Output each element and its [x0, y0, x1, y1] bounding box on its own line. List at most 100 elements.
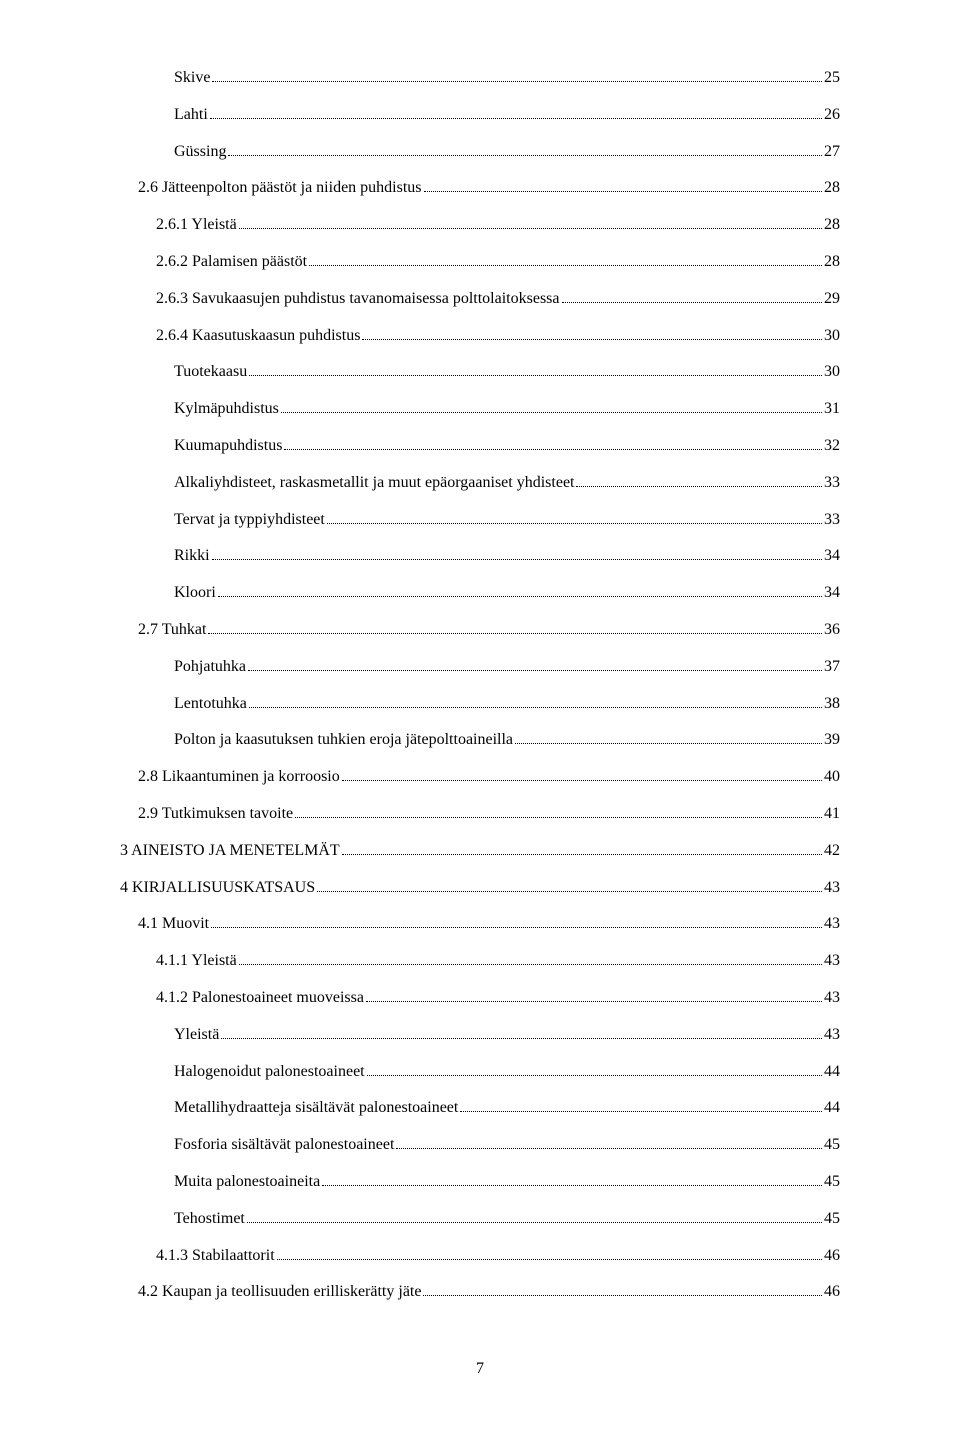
- toc-entry-page: 41: [824, 796, 840, 833]
- toc-dot-leader: [284, 449, 822, 450]
- toc-entry: Tervat ja typpiyhdisteet33: [120, 502, 840, 539]
- toc-entry-page: 30: [824, 318, 840, 355]
- toc-dot-leader: [218, 596, 822, 597]
- toc-entry: Lahti26: [120, 97, 840, 134]
- toc-entry-label: Kloori: [174, 575, 216, 612]
- toc-entry: 2.7 Tuhkat36: [120, 612, 840, 649]
- toc-entry-page: 27: [824, 134, 840, 171]
- toc-entry: Kylmäpuhdistus 31: [120, 391, 840, 428]
- toc-entry-page: 32: [824, 428, 840, 465]
- toc-entry-page: 40: [824, 759, 840, 796]
- toc-entry-page: 34: [824, 538, 840, 575]
- toc-entry-label: Muita palonestoaineita: [174, 1164, 320, 1201]
- toc-entry-page: 29: [824, 281, 840, 318]
- toc-dot-leader: [281, 412, 822, 413]
- toc-entry-page: 28: [824, 207, 840, 244]
- toc-entry-label: 4.1 Muovit: [138, 906, 209, 943]
- toc-dot-leader: [317, 891, 822, 892]
- toc-entry: 2.6 Jätteenpolton päästöt ja niiden puhd…: [120, 170, 840, 207]
- toc-dot-leader: [309, 265, 822, 266]
- toc-entry-page: 43: [824, 943, 840, 980]
- page-number: 7: [120, 1351, 840, 1388]
- toc-entry-label: 4.1.3 Stabilaattorit: [156, 1238, 275, 1275]
- toc-entry-page: 31: [824, 391, 840, 428]
- toc-page: Skive25Lahti26Güssing272.6 Jätteenpolton…: [0, 0, 960, 1428]
- toc-dot-leader: [366, 1001, 822, 1002]
- toc-entry-label: Alkaliyhdisteet, raskasmetallit ja muut …: [174, 465, 574, 502]
- toc-entry-label: Pohjatuhka: [174, 649, 246, 686]
- toc-entry-page: 39: [824, 722, 840, 759]
- toc-entry-label: Lentotuhka: [174, 686, 247, 723]
- toc-dot-leader: [342, 854, 822, 855]
- toc-dot-leader: [576, 486, 822, 487]
- toc-dot-leader: [277, 1259, 822, 1260]
- toc-dot-leader: [249, 707, 822, 708]
- toc-entry-label: 2.6.1 Yleistä: [156, 207, 237, 244]
- toc-dot-leader: [221, 1038, 822, 1039]
- toc-entry-page: 45: [824, 1127, 840, 1164]
- toc-dot-leader: [239, 228, 822, 229]
- toc-entry-page: 46: [824, 1238, 840, 1275]
- toc-entry-label: 4.2 Kaupan ja teollisuuden erilliskerätt…: [138, 1274, 421, 1311]
- toc-entry-page: 33: [824, 465, 840, 502]
- toc-entry-label: 2.9 Tutkimuksen tavoite: [138, 796, 293, 833]
- toc-entry-page: 43: [824, 980, 840, 1017]
- toc-entry-label: 2.6.3 Savukaasujen puhdistus tavanomaise…: [156, 281, 560, 318]
- toc-entry-label: Yleistä: [174, 1017, 219, 1054]
- toc-entry-page: 45: [824, 1201, 840, 1238]
- toc-entry: 4.1.3 Stabilaattorit 46: [120, 1238, 840, 1275]
- toc-entry-page: 30: [824, 354, 840, 391]
- toc-entry: Skive 25: [120, 60, 840, 97]
- toc-entry-page: 25: [824, 60, 840, 97]
- toc-entry-label: Kylmäpuhdistus: [174, 391, 279, 428]
- toc-entry: Kloori34: [120, 575, 840, 612]
- toc-entry-label: Metallihydraatteja sisältävät palonestoa…: [174, 1090, 458, 1127]
- toc-entry-page: 44: [824, 1054, 840, 1091]
- toc-dot-leader: [212, 559, 822, 560]
- toc-entry-page: 28: [824, 244, 840, 281]
- toc-entry: 3 AINEISTO JA MENETELMÄT42: [120, 833, 840, 870]
- toc-entry: Alkaliyhdisteet, raskasmetallit ja muut …: [120, 465, 840, 502]
- toc-entry-page: 43: [824, 1017, 840, 1054]
- toc-entry: Muita palonestoaineita 45: [120, 1164, 840, 1201]
- toc-entry-page: 44: [824, 1090, 840, 1127]
- toc-entry-label: Fosforia sisältävät palonestoaineet: [174, 1127, 394, 1164]
- toc-dot-leader: [248, 670, 822, 671]
- toc-entry: Rikki34: [120, 538, 840, 575]
- toc-entry-label: 2.7 Tuhkat: [138, 612, 206, 649]
- toc-entry: Kuumapuhdistus 32: [120, 428, 840, 465]
- toc-entry: Yleistä 43: [120, 1017, 840, 1054]
- toc-entry-page: 46: [824, 1274, 840, 1311]
- toc-entry-label: Polton ja kaasutuksen tuhkien eroja jäte…: [174, 722, 513, 759]
- toc-entry: 2.6.2 Palamisen päästöt 28: [120, 244, 840, 281]
- toc-entry: Tehostimet45: [120, 1201, 840, 1238]
- toc-dot-leader: [424, 191, 822, 192]
- toc-entry-label: 4 KIRJALLISUUSKATSAUS: [120, 870, 315, 907]
- toc-entry: Tuotekaasu30: [120, 354, 840, 391]
- toc-entry-label: 2.8 Likaantuminen ja korroosio: [138, 759, 340, 796]
- toc-entry: 2.9 Tutkimuksen tavoite 41: [120, 796, 840, 833]
- toc-dot-leader: [367, 1075, 822, 1076]
- toc-entry-label: 2.6.2 Palamisen päästöt: [156, 244, 307, 281]
- toc-entry-label: Kuumapuhdistus: [174, 428, 282, 465]
- toc-entry-label: 4.1.2 Palonestoaineet muoveissa: [156, 980, 364, 1017]
- toc-entry-label: 4.1.1 Yleistä: [156, 943, 237, 980]
- toc-entry-label: 3 AINEISTO JA MENETELMÄT: [120, 833, 340, 870]
- toc-entry-page: 38: [824, 686, 840, 723]
- toc-entry-label: Tervat ja typpiyhdisteet: [174, 502, 325, 539]
- toc-entry: 4.2 Kaupan ja teollisuuden erilliskerätt…: [120, 1274, 840, 1311]
- toc-dot-leader: [515, 743, 822, 744]
- toc-entry-label: Skive: [174, 60, 210, 97]
- toc-dot-leader: [423, 1295, 822, 1296]
- toc-dot-leader: [460, 1111, 822, 1112]
- toc-dot-leader: [342, 780, 822, 781]
- toc-dot-leader: [212, 81, 822, 82]
- toc-entry: 4.1.2 Palonestoaineet muoveissa 43: [120, 980, 840, 1017]
- toc-dot-leader: [322, 1185, 822, 1186]
- toc-entry-page: 37: [824, 649, 840, 686]
- toc-dot-leader: [295, 817, 822, 818]
- toc-entry-page: 28: [824, 170, 840, 207]
- toc-entry-page: 45: [824, 1164, 840, 1201]
- toc-list: Skive25Lahti26Güssing272.6 Jätteenpolton…: [120, 60, 840, 1311]
- toc-entry-label: Lahti: [174, 97, 208, 134]
